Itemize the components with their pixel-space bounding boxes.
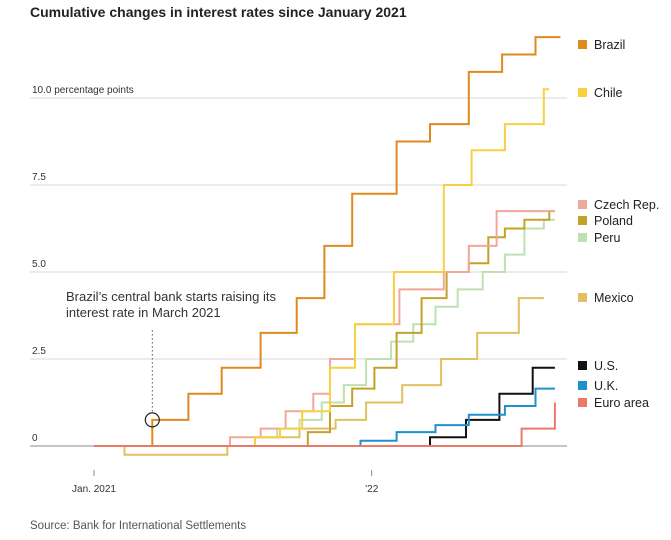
y-tick-label: 0 <box>32 433 38 444</box>
series-line-euro-area <box>94 402 556 447</box>
legend-swatch-mexico <box>578 293 587 302</box>
series-line-brazil <box>94 36 561 447</box>
series-line-chile <box>94 88 550 447</box>
legend-swatch-chile <box>578 88 587 97</box>
legend-label-czech-rep: Czech Rep. <box>594 198 659 212</box>
legend-label-euro-area: Euro area <box>594 396 649 410</box>
annotation: Brazil’s central bank starts raising its… <box>66 289 277 412</box>
legend-label-peru: Peru <box>594 231 620 245</box>
legend-label-chile: Chile <box>594 86 623 100</box>
series-lines <box>94 36 561 456</box>
chart-title: Cumulative changes in interest rates sin… <box>30 4 407 20</box>
annotation-line: Brazil’s central bank starts raising its <box>66 289 277 304</box>
legend-label-mexico: Mexico <box>594 291 634 305</box>
y-axis-ticks: 0 2.5 5.0 7.5 10.0 percentage points <box>32 85 134 444</box>
legend-label-u-s: U.S. <box>594 359 618 373</box>
y-tick-label: 10.0 percentage points <box>32 85 134 96</box>
legend-swatch-u-k <box>578 381 587 390</box>
legend-label-u-k: U.K. <box>594 379 618 393</box>
annotation-marker <box>144 412 160 428</box>
legend-swatch-poland <box>578 216 587 225</box>
legend-swatch-peru <box>578 233 587 242</box>
series-line-u-k <box>94 387 555 447</box>
y-tick-label: 2.5 <box>32 346 46 357</box>
series-line-u-s <box>94 366 555 447</box>
legend: Brazil Chile Czech Rep. Poland Peru Mexico U.S… <box>578 38 659 410</box>
x-tick-label: ’22 <box>365 484 379 495</box>
legend-swatch-brazil <box>578 40 587 49</box>
annotation-circle <box>144 412 160 428</box>
series-line-poland <box>94 210 555 447</box>
legend-swatch-euro-area <box>578 398 587 407</box>
legend-swatch-czech-rep <box>578 200 587 209</box>
x-tick-label: Jan. 2021 <box>72 484 116 495</box>
y-tick-label: 5.0 <box>32 259 46 270</box>
series-line-mexico <box>94 297 544 456</box>
legend-label-brazil: Brazil <box>594 38 625 52</box>
series-line-czech-rep <box>94 210 555 447</box>
legend-label-poland: Poland <box>594 214 633 228</box>
x-axis-ticks: Jan. 2021 ’22 <box>72 470 379 495</box>
legend-swatch-u-s <box>578 361 587 370</box>
annotation-line: interest rate in March 2021 <box>66 305 221 320</box>
y-tick-label: 7.5 <box>32 172 46 183</box>
source-note: Source: Bank for International Settlemen… <box>30 520 247 532</box>
